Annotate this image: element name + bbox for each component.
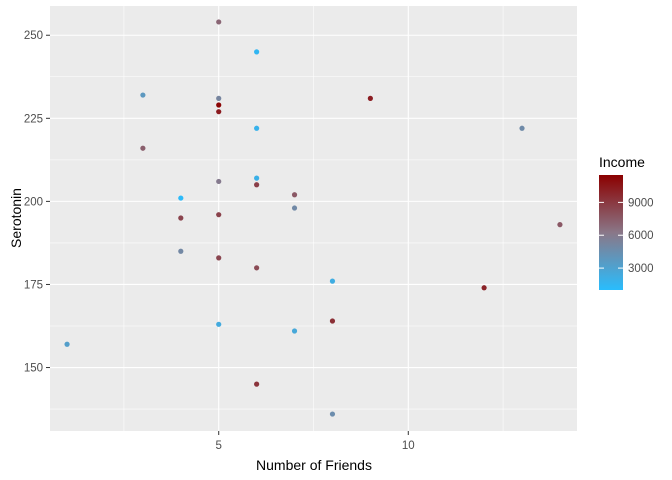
- data-point-7: [216, 95, 222, 101]
- major-gridlines: [50, 6, 577, 431]
- legend-colorbar: [599, 175, 623, 290]
- data-point-26: [367, 95, 373, 101]
- data-point-20: [291, 192, 298, 198]
- data-point-6: [216, 19, 222, 25]
- data-point-2: [140, 145, 146, 151]
- legend-label-2: 9000: [628, 197, 654, 209]
- data-point-16: [254, 175, 260, 181]
- x-axis: 5 10: [216, 431, 415, 452]
- data-point-25: [329, 411, 336, 417]
- legend-label-0: 3000: [628, 263, 654, 275]
- data-point-15: [254, 125, 260, 131]
- data-point-29: [557, 222, 563, 228]
- x-tick-label-1: 10: [402, 440, 415, 452]
- data-point-24: [329, 318, 336, 324]
- y-axis: 150 175 200 225 250: [24, 30, 50, 375]
- y-tick-label-1: 175: [24, 279, 43, 291]
- data-point-17: [254, 182, 260, 188]
- data-point-8: [216, 102, 222, 108]
- data-point-5: [178, 248, 184, 254]
- data-point-10: [216, 178, 222, 185]
- data-point-11: [216, 212, 222, 218]
- legend-label-1: 6000: [628, 230, 654, 242]
- y-tick-label-4: 250: [24, 30, 43, 42]
- y-tick-label-2: 200: [24, 196, 43, 208]
- data-point-0: [64, 341, 70, 347]
- data-point-21: [291, 205, 298, 211]
- data-point-27: [481, 285, 487, 291]
- data-point-1: [140, 92, 146, 98]
- y-tick-label-0: 150: [24, 363, 43, 375]
- minor-gridlines: [50, 6, 577, 431]
- data-points: [64, 19, 563, 417]
- data-point-14: [254, 49, 260, 55]
- data-point-13: [216, 321, 222, 327]
- x-axis-title: Number of Friends: [256, 457, 372, 473]
- x-tick-label-0: 5: [216, 440, 222, 452]
- y-tick-label-3: 225: [24, 113, 43, 125]
- data-point-23: [329, 278, 336, 284]
- legend-title: Income: [599, 154, 645, 170]
- data-point-9: [216, 109, 222, 115]
- data-point-18: [254, 265, 260, 271]
- data-point-28: [519, 125, 525, 131]
- data-point-22: [291, 328, 298, 334]
- data-point-19: [254, 381, 260, 387]
- legend-ticks: 3000 6000 9000: [599, 197, 654, 275]
- data-point-4: [178, 215, 184, 221]
- data-point-3: [178, 195, 184, 201]
- legend: Income 3000 6000 9000: [599, 154, 654, 290]
- data-point-12: [216, 255, 222, 261]
- y-axis-title: Serotonin: [8, 188, 24, 248]
